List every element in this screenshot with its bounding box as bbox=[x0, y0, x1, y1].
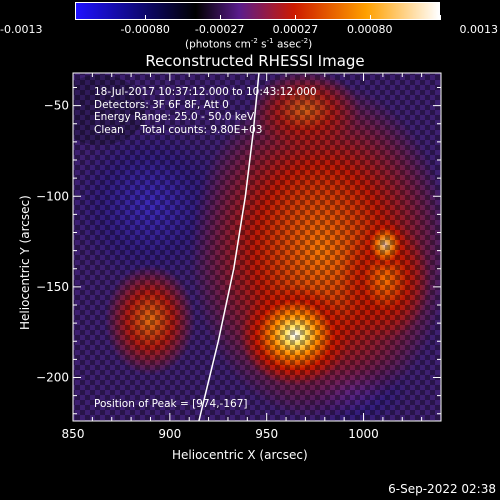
plot-frame bbox=[72, 72, 442, 422]
x-tick-label: 950 bbox=[255, 427, 278, 441]
colorbar-tick-mark bbox=[75, 15, 76, 20]
colorbar-tick-label: -0.00027 bbox=[194, 23, 245, 36]
info-line-detectors: Detectors: 3F 6F 8F, Att 0 bbox=[94, 98, 229, 111]
y-tick-label: −50 bbox=[44, 99, 69, 113]
chart-title: Reconstructed RHESSI Image bbox=[145, 52, 365, 70]
x-axis-label: Heliocentric X (arcsec) bbox=[172, 448, 308, 462]
colorbar-tick-label: -0.0013 bbox=[0, 23, 43, 36]
colorbar-units: (photons cm-2 s-1 asec-2) bbox=[185, 37, 313, 51]
info-block: 18-Jul-2017 10:37:12.000 to 10:43:12.000… bbox=[94, 86, 317, 136]
y-tick-label: −150 bbox=[36, 280, 69, 294]
colorbar-tick-mark bbox=[145, 15, 147, 20]
y-tick-label: −200 bbox=[36, 371, 69, 385]
x-tick-label: 850 bbox=[62, 427, 85, 441]
info-line-energy: Energy Range: 25.0 - 50.0 keV bbox=[94, 111, 255, 123]
colorbar-gradient bbox=[75, 2, 440, 20]
x-tick-label: 900 bbox=[158, 427, 181, 441]
colorbar-tick-label: 0.00027 bbox=[272, 23, 319, 36]
colorbar-tick-mark bbox=[440, 15, 441, 20]
y-tick-label: −100 bbox=[36, 189, 69, 203]
colorbar-tick-label: 0.00080 bbox=[347, 23, 393, 36]
x-tick-label: 1000 bbox=[348, 427, 379, 441]
colorbar-tick-mark bbox=[219, 15, 221, 20]
colorbar-tick-mark bbox=[295, 15, 297, 20]
info-line-clean: Clean Total counts: 9.80E+03 bbox=[94, 123, 263, 136]
colorbar-tick-mark bbox=[369, 15, 371, 20]
footer-date: 6-Sep-2022 02:38 bbox=[388, 482, 496, 496]
y-axis-label: Heliocentric Y (arcsec) bbox=[18, 195, 32, 330]
info-line-time: 18-Jul-2017 10:37:12.000 to 10:43:12.000 bbox=[94, 86, 317, 98]
peak-position-label: Position of Peak = [974,-167] bbox=[94, 398, 248, 410]
colorbar-tick-label: -0.00080 bbox=[120, 23, 170, 36]
colorbar-tick-label: 0.0013 bbox=[459, 23, 499, 36]
solar-limb-curve bbox=[198, 72, 260, 422]
heatmap-image bbox=[73, 73, 441, 421]
